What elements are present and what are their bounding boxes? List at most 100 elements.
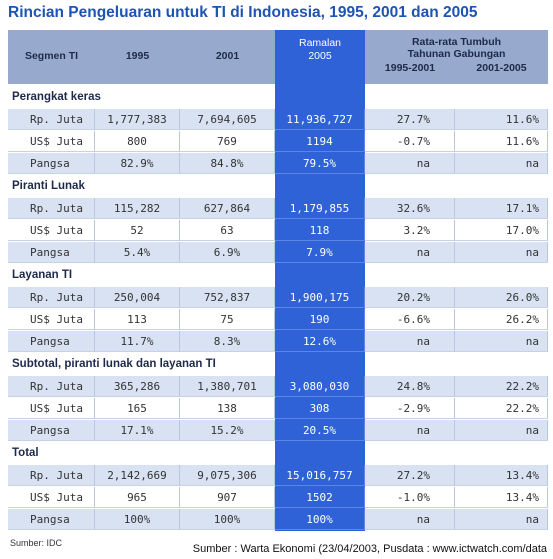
table-cell: Rp. Juta <box>8 287 95 308</box>
table-cell: 17.0% <box>455 220 548 241</box>
table-cell: 7.9% <box>275 242 365 263</box>
table-cell: 24.8% <box>365 376 455 397</box>
table-cell: na <box>455 331 548 352</box>
table-cell: 165 <box>95 398 180 419</box>
table-cell: US$ Juta <box>8 309 95 330</box>
table-cell: 113 <box>95 309 180 330</box>
table-cell: 115,282 <box>95 198 180 219</box>
section-title: Perangkat keras <box>12 91 101 103</box>
table-cell: 250,004 <box>95 287 180 308</box>
table-cell: US$ Juta <box>8 487 95 508</box>
table-cell: 13.4% <box>455 487 548 508</box>
header-forecast: 2005 <box>308 50 332 62</box>
table-cell: Rp. Juta <box>8 465 95 486</box>
table-cell: 26.2% <box>455 309 548 330</box>
table-cell: US$ Juta <box>8 398 95 419</box>
forecast-bg <box>275 30 365 531</box>
header-growth: Tahunan Gabungan <box>407 48 506 60</box>
header-1995: 1995 <box>125 50 150 62</box>
table-cell: 6.9% <box>180 242 275 263</box>
table-cell: 13.4% <box>455 465 548 486</box>
table-cell: US$ Juta <box>8 131 95 152</box>
table-cell: 3.2% <box>365 220 455 241</box>
table-cell: Pangsa <box>8 153 95 174</box>
table-cell: 5.4% <box>95 242 180 263</box>
table-cell: 17.1% <box>455 198 548 219</box>
table-cell: 2,142,669 <box>95 465 180 486</box>
table-cell: 15,016,757 <box>275 465 365 486</box>
table-cell: 82.9% <box>95 153 180 174</box>
table-cell: 84.8% <box>180 153 275 174</box>
table-cell: 100% <box>95 509 180 530</box>
table-cell: 3,080,030 <box>275 376 365 397</box>
credit: Sumber : Warta Ekonomi (23/04/2003, Pusd… <box>192 543 547 555</box>
table-cell: Rp. Juta <box>8 198 95 219</box>
table-cell: 17.1% <box>95 420 180 441</box>
table-cell: na <box>365 153 455 174</box>
table-cell: 138 <box>180 398 275 419</box>
table-cell: Rp. Juta <box>8 109 95 130</box>
section-title: Piranti Lunak <box>12 180 85 192</box>
header-period: 2001-2005 <box>476 62 527 74</box>
title: Rincian Pengeluaran untuk TI di Indonesi… <box>8 4 478 21</box>
table-cell: Pangsa <box>8 420 95 441</box>
header-segment: Segmen TI <box>24 50 79 62</box>
table-cell: 800 <box>95 131 180 152</box>
table-cell: 11.6% <box>455 131 548 152</box>
table-cell: 769 <box>180 131 275 152</box>
table-cell: Pangsa <box>8 331 95 352</box>
table-cell: 100% <box>275 509 365 530</box>
table-cell: na <box>455 420 548 441</box>
table-cell: 20.2% <box>365 287 455 308</box>
table-cell: 11.6% <box>455 109 548 130</box>
table-cell: 190 <box>275 309 365 330</box>
table-cell: 22.2% <box>455 398 548 419</box>
table-cell: na <box>365 509 455 530</box>
table-cell: 752,837 <box>180 287 275 308</box>
table-cell: 26.0% <box>455 287 548 308</box>
header-growth: Rata-rata Tumbuh <box>411 36 502 48</box>
table-cell: 9,075,306 <box>180 465 275 486</box>
header-forecast: Ramalan <box>298 37 342 49</box>
table-cell: 365,286 <box>95 376 180 397</box>
table-cell: 52 <box>95 220 180 241</box>
section-title: Subtotal, piranti lunak dan layanan TI <box>12 358 216 370</box>
table-cell: 15.2% <box>180 420 275 441</box>
table-cell: 20.5% <box>275 420 365 441</box>
table-cell: US$ Juta <box>8 220 95 241</box>
table-cell: Pangsa <box>8 242 95 263</box>
table-cell: 308 <box>275 398 365 419</box>
table-cell: 7,694,605 <box>180 109 275 130</box>
table-cell: 32.6% <box>365 198 455 219</box>
source: Sumber: IDC <box>10 538 63 548</box>
table-cell: Rp. Juta <box>8 376 95 397</box>
table-cell: 27.7% <box>365 109 455 130</box>
table-cell: 8.3% <box>180 331 275 352</box>
section-title: Layanan TI <box>12 269 73 281</box>
table-cell: 965 <box>95 487 180 508</box>
table-cell: 627,864 <box>180 198 275 219</box>
header-period: 1995-2001 <box>384 62 436 74</box>
table-cell: na <box>455 153 548 174</box>
table-cell: 1194 <box>275 131 365 152</box>
table-cell: -2.9% <box>365 398 455 419</box>
table-cell: -1.0% <box>365 487 455 508</box>
table-cell: na <box>455 242 548 263</box>
section-title: Total <box>12 447 39 459</box>
table-cell: 22.2% <box>455 376 548 397</box>
table-cell: 11.7% <box>95 331 180 352</box>
table-cell: 1,900,175 <box>275 287 365 308</box>
header-2001: 2001 <box>215 50 240 62</box>
table-cell: 118 <box>275 220 365 241</box>
table-cell: 75 <box>180 309 275 330</box>
table-cell: -0.7% <box>365 131 455 152</box>
table-cell: na <box>365 420 455 441</box>
table-cell: 907 <box>180 487 275 508</box>
table-cell: na <box>365 331 455 352</box>
table-cell: 1502 <box>275 487 365 508</box>
table-cell: 100% <box>180 509 275 530</box>
table-cell: -6.6% <box>365 309 455 330</box>
table-cell: 1,380,701 <box>180 376 275 397</box>
table-cell: 1,179,855 <box>275 198 365 219</box>
